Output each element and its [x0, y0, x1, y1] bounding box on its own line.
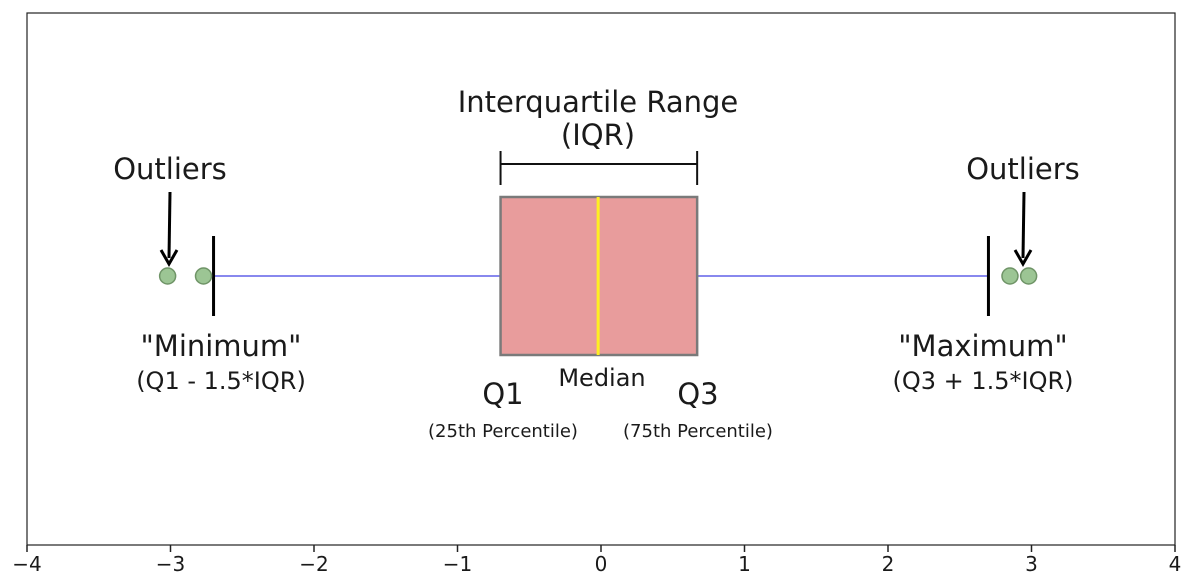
minimum-formula: (Q1 - 1.5*IQR) [136, 367, 306, 395]
iqr-label-line2: (IQR) [561, 118, 635, 152]
outliers-arrow-right-shaft [1021, 191, 1026, 259]
x-tick-label: 3 [1025, 552, 1038, 576]
x-tick-label: 0 [595, 552, 608, 576]
q1-sublabel: (25th Percentile) [428, 421, 578, 442]
x-tick-label: 1 [738, 552, 751, 576]
outlier-point [1001, 267, 1019, 285]
outliers-arrow-left-head [159, 249, 179, 268]
x-tick-label: −1 [443, 552, 472, 576]
outliers-label-left: Outliers [113, 152, 227, 186]
x-tick-label: 4 [1169, 552, 1182, 576]
x-tick-label: 2 [882, 552, 895, 576]
x-tick-label: −3 [156, 552, 185, 576]
maximum-formula: (Q3 + 1.5*IQR) [892, 367, 1073, 395]
outliers-arrow-left-shaft [167, 191, 172, 259]
outliers-label-right: Outliers [966, 152, 1080, 186]
maximum-label: "Maximum" [898, 329, 1068, 363]
minimum-label: "Minimum" [140, 329, 301, 363]
q3-label: Q3 [677, 377, 718, 411]
iqr-label-line1: Interquartile Range [458, 85, 739, 119]
outlier-point [194, 267, 213, 285]
outlier-point [1019, 267, 1038, 285]
q1-label: Q1 [482, 377, 523, 411]
outlier-points [158, 267, 1038, 285]
outliers-arrow-right-head [1013, 249, 1033, 268]
x-axis: −4 −3 −2 −1 0 1 2 3 4 [12, 545, 1181, 576]
outlier-point [158, 267, 177, 285]
q3-sublabel: (75th Percentile) [623, 421, 773, 442]
median-label: Median [558, 364, 645, 392]
x-tick-label: −2 [299, 552, 328, 576]
x-tick-label: −4 [12, 552, 41, 576]
